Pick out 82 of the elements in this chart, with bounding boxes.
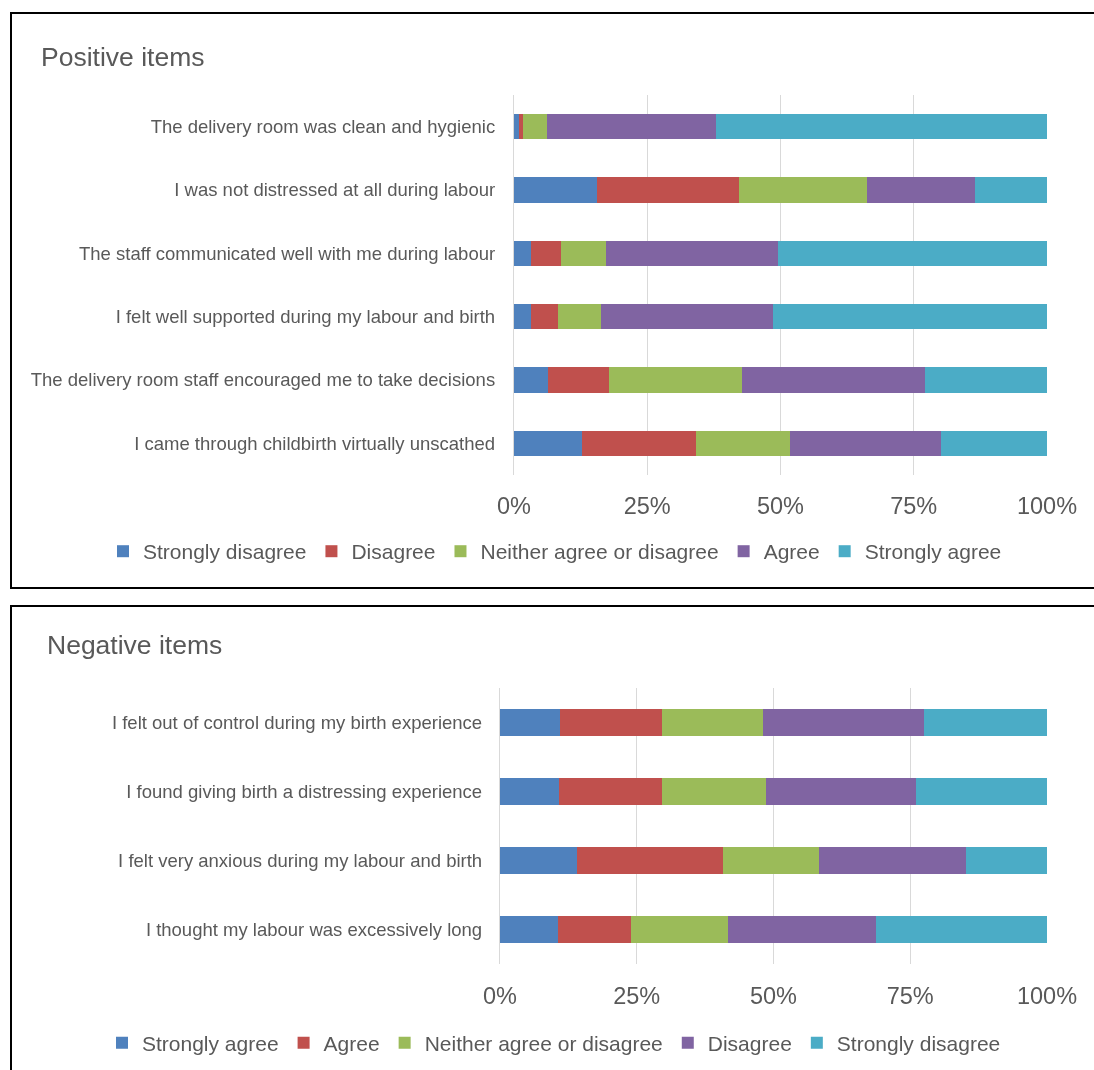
text: Positive items [41,42,205,73]
legend-label: Neither agree or disagree [480,540,719,564]
bar [606,240,779,266]
x-tick-label: 50% [749,982,798,1009]
y-tick-label: I felt out of control during my birth experience [111,711,483,733]
bar [773,304,1047,330]
bar [924,708,1047,737]
legend-label: Neither agree or disagree [424,1031,663,1055]
legend-label: Strongly agree [864,540,1002,564]
bar [915,777,1047,806]
bar [500,915,558,944]
x-tick-label: 75% [890,492,938,519]
bar [514,240,531,266]
y-tick-label: The delivery room staff encouraged me to take decisions [30,369,496,391]
bar [818,846,967,875]
bar [742,367,926,393]
y-tick-label: I was not distressed at all during labour [174,179,496,201]
bar [778,240,1047,266]
x-tick-label: 0% [497,492,532,519]
bar [559,777,663,806]
bar [597,177,740,203]
bar [925,367,1047,393]
y-tick-label: The staff communicated well with me during labour [79,242,496,264]
bar [722,846,819,875]
legend-label: Agree [763,540,820,564]
bar [941,430,1047,456]
bar [966,846,1047,875]
bar [514,367,549,393]
bar [523,114,548,140]
y-tick-label: I thought my labour was excessively long [145,918,483,940]
bar [789,430,942,456]
bar [696,430,790,456]
bar [560,240,607,266]
bar [763,708,925,737]
x-tick-label: 0% [483,982,518,1009]
x-tick-label: 100% [1016,492,1078,519]
bar [727,915,876,944]
y-tick-label: I found giving birth a distressing experience [126,780,483,802]
bar [500,846,578,875]
bar [662,777,766,806]
x-tick-label: 25% [613,982,661,1009]
x-tick-label: 25% [623,492,671,519]
y-tick-label: I felt very anxious during my labour and birth [118,849,483,871]
bar [557,915,632,944]
x-tick-label: 50% [756,492,805,519]
y-tick-label: The delivery room was clean and hygienic [150,116,496,138]
legend-label: Disagree [351,540,436,564]
bar [560,708,663,737]
x-tick-label: 75% [886,982,934,1009]
legend-label: Strongly agree [142,1031,279,1055]
bar [500,777,560,806]
bar [514,304,531,330]
bar [577,846,723,875]
legend-label: Strongly disagree [836,1031,1001,1055]
y-tick-label: I felt well supported during my labour and birth [115,306,496,328]
x-tick-label: 100% [1016,982,1078,1009]
bar [739,177,868,203]
bar [548,367,609,393]
bar [557,304,602,330]
bar [530,240,561,266]
bar [518,114,524,140]
bar [547,114,717,140]
bar [514,114,519,140]
bar [662,708,764,737]
bar [582,430,697,456]
bar [608,367,743,393]
y-tick-label: I came through childbirth virtually unscathed [134,432,496,454]
bar [601,304,774,330]
legend-label: Disagree [707,1031,792,1055]
bar [514,177,598,203]
bar [514,430,583,456]
text: Negative items [47,630,223,661]
bar [530,304,558,330]
bar [765,777,916,806]
legend-label: Agree [323,1031,380,1055]
legend-label: Strongly disagree [143,540,307,564]
bar [875,915,1047,944]
bar [716,114,1047,140]
bar [867,177,975,203]
bar [500,708,561,737]
bar [631,915,728,944]
bar [974,177,1047,203]
